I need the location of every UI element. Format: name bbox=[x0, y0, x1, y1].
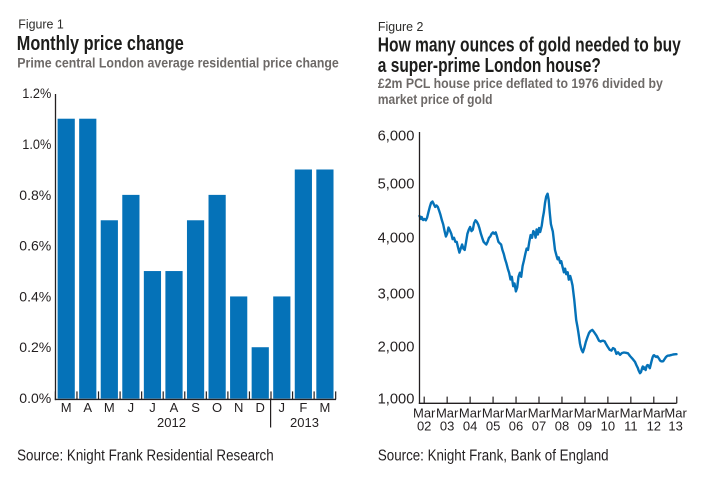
svg-text:D: D bbox=[256, 400, 265, 415]
svg-text:0.2%: 0.2% bbox=[19, 339, 51, 355]
svg-text:Mar: Mar bbox=[413, 405, 436, 420]
svg-text:Monthly price change: Monthly price change bbox=[17, 33, 184, 55]
svg-text:06: 06 bbox=[509, 418, 523, 433]
svg-text:0.0%: 0.0% bbox=[19, 390, 51, 406]
svg-text:04: 04 bbox=[463, 418, 477, 433]
svg-text:3,000: 3,000 bbox=[378, 286, 415, 302]
svg-text:Mar: Mar bbox=[643, 405, 666, 420]
svg-text:M: M bbox=[319, 400, 330, 415]
svg-text:N: N bbox=[234, 400, 243, 415]
svg-text:Source: Knight Frank Residenti: Source: Knight Frank Residential Researc… bbox=[17, 447, 274, 464]
svg-text:11: 11 bbox=[624, 418, 638, 433]
svg-text:Mar: Mar bbox=[436, 405, 459, 420]
svg-text:Mar: Mar bbox=[620, 405, 643, 420]
svg-text:2,000: 2,000 bbox=[378, 339, 415, 355]
svg-text:1.2%: 1.2% bbox=[22, 85, 51, 101]
svg-text:Mar: Mar bbox=[459, 405, 482, 420]
svg-text:O: O bbox=[212, 400, 222, 415]
svg-text:0.6%: 0.6% bbox=[19, 238, 51, 254]
svg-text:1.0%: 1.0% bbox=[22, 136, 51, 152]
svg-text:Figure 2: Figure 2 bbox=[378, 19, 424, 34]
svg-text:F: F bbox=[299, 400, 307, 415]
svg-text:2012: 2012 bbox=[157, 415, 186, 430]
svg-text:Mar: Mar bbox=[597, 405, 620, 420]
svg-text:2013: 2013 bbox=[290, 415, 319, 430]
svg-text:4,000: 4,000 bbox=[378, 231, 415, 247]
svg-text:6,000: 6,000 bbox=[378, 128, 415, 144]
svg-text:Mar: Mar bbox=[664, 405, 687, 420]
svg-text:Mar: Mar bbox=[505, 405, 528, 420]
svg-text:A: A bbox=[170, 400, 179, 415]
svg-text:5,000: 5,000 bbox=[378, 177, 415, 193]
svg-text:0.4%: 0.4% bbox=[19, 288, 51, 304]
svg-text:10: 10 bbox=[601, 418, 615, 433]
svg-text:Figure 1: Figure 1 bbox=[18, 17, 64, 32]
svg-text:M: M bbox=[104, 400, 115, 415]
svg-text:M: M bbox=[61, 400, 72, 415]
svg-text:08: 08 bbox=[555, 418, 569, 433]
svg-text:S: S bbox=[191, 400, 200, 415]
svg-text:13: 13 bbox=[668, 418, 682, 433]
svg-text:J: J bbox=[149, 400, 156, 415]
svg-text:0.8%: 0.8% bbox=[19, 187, 51, 203]
svg-text:How many ounces of gold needed: How many ounces of gold needed to buy bbox=[378, 35, 682, 57]
svg-text:A: A bbox=[83, 400, 92, 415]
svg-text:J: J bbox=[279, 400, 286, 415]
svg-text:Mar: Mar bbox=[528, 405, 551, 420]
svg-text:Prime central London average r: Prime central London average residential… bbox=[17, 56, 339, 71]
svg-text:Source: Knight Frank, Bank of: Source: Knight Frank, Bank of England bbox=[378, 447, 609, 464]
svg-text:market price of gold: market price of gold bbox=[378, 92, 493, 107]
svg-text:1,000: 1,000 bbox=[378, 392, 415, 408]
svg-text:07: 07 bbox=[532, 418, 546, 433]
svg-text:03: 03 bbox=[440, 418, 454, 433]
svg-text:Mar: Mar bbox=[482, 405, 505, 420]
svg-text:12: 12 bbox=[647, 418, 661, 433]
svg-text:£2m PCL house price deflated t: £2m PCL house price deflated to 1976 div… bbox=[378, 76, 663, 91]
svg-text:Mar: Mar bbox=[551, 405, 574, 420]
svg-text:02: 02 bbox=[417, 418, 431, 433]
svg-text:05: 05 bbox=[486, 418, 500, 433]
svg-text:09: 09 bbox=[578, 418, 592, 433]
svg-text:J: J bbox=[128, 400, 135, 415]
svg-text:a super-prime London house?: a super-prime London house? bbox=[378, 55, 601, 77]
svg-text:Mar: Mar bbox=[574, 405, 597, 420]
